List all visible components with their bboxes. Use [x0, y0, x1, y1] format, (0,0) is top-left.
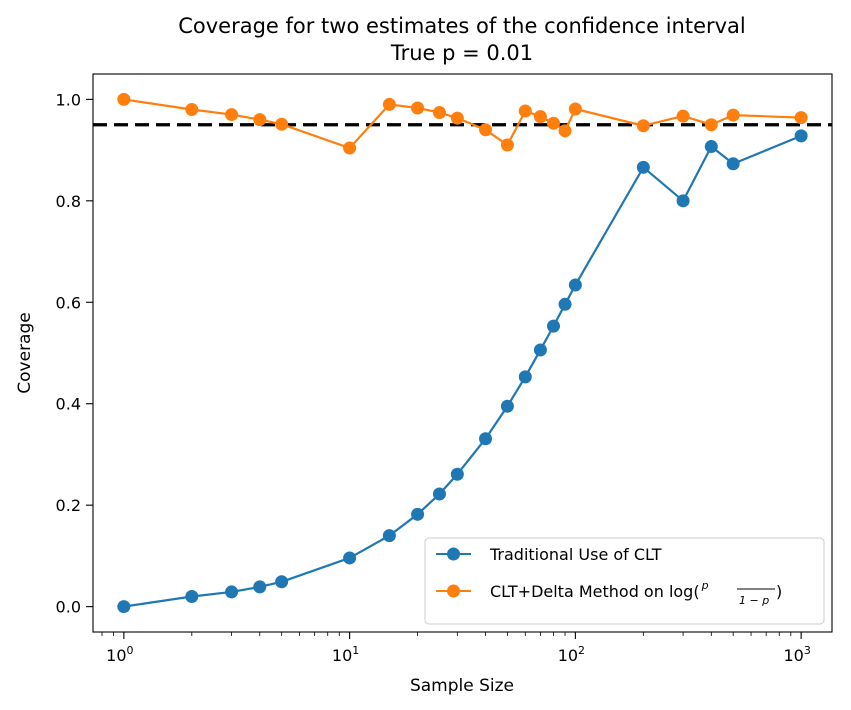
series-0-point-1 [185, 589, 199, 603]
series-0-point-12 [518, 370, 532, 384]
series-0-point-4 [275, 575, 289, 589]
series-1-point-7 [411, 101, 425, 115]
series-1-point-0 [117, 92, 131, 106]
series-0-point-7 [411, 507, 425, 521]
y-tick-label-0: 0.0 [56, 598, 81, 617]
y-tick-label-2: 0.4 [56, 395, 81, 414]
series-1-point-9 [450, 111, 464, 125]
y-tick-label-1: 0.2 [56, 496, 81, 515]
series-1-point-17 [636, 119, 650, 133]
series-0-point-14 [546, 319, 560, 333]
series-1-point-19 [704, 118, 718, 132]
y-tick-label-3: 0.6 [56, 293, 81, 312]
x-tick-label-2: 102 [558, 644, 585, 665]
x-tick-label-0: 100 [106, 644, 133, 665]
x-tick-label-exponent-0: 0 [127, 644, 134, 657]
legend-box [424, 537, 825, 625]
series-0-point-16 [568, 278, 582, 292]
x-tick-label-base-2: 10 [558, 646, 578, 665]
series-0-point-0 [117, 600, 131, 614]
series-0-line [123, 134, 802, 608]
series-0-point-11 [500, 399, 514, 413]
legend-marker-clt [447, 547, 460, 561]
x-tick-label-base-1: 10 [332, 646, 352, 665]
legend-label-delta-prefix: CLT+Delta Method on log( [490, 582, 700, 601]
series-1-point-4 [275, 117, 289, 131]
series-0-point-3 [253, 580, 267, 594]
x-axis-label: Sample Size [410, 676, 514, 696]
series-1-point-1 [185, 103, 199, 117]
series-0-point-6 [382, 529, 396, 543]
x-tick-label-base-0: 10 [106, 646, 126, 665]
x-tick-label-base-3: 10 [783, 646, 803, 665]
series-1-point-2 [225, 108, 239, 122]
series-0-point-17 [636, 160, 650, 174]
series-0-point-2 [225, 585, 239, 599]
series-0-point-13 [533, 343, 547, 357]
legend-label-delta: CLT+Delta Method on log(p 1 − p) [490, 579, 782, 607]
y-tick-label-4: 0.8 [56, 192, 81, 211]
series-1-point-18 [676, 109, 690, 123]
chart-title: Coverage for two estimates of the confid… [178, 14, 746, 38]
plot-frame [92, 73, 833, 633]
series-0-point-18 [676, 194, 690, 208]
series-1-point-8 [432, 106, 446, 120]
x-tick-label-3: 103 [783, 644, 810, 665]
series-0-point-8 [432, 487, 446, 501]
y-tick-label-5: 1.0 [56, 90, 81, 109]
legend: Traditional Use of CLT CLT+Delta Method … [424, 537, 825, 625]
series-1-point-21 [794, 111, 808, 125]
series-1-line [123, 98, 802, 150]
x-tick-label-exponent-1: 1 [352, 644, 359, 657]
series-0-point-10 [479, 432, 493, 446]
series-1-point-3 [253, 113, 267, 127]
series-1-point-10 [479, 123, 493, 137]
series-1-point-11 [500, 138, 514, 152]
series-1-point-13 [533, 110, 547, 124]
series-0-point-19 [704, 140, 718, 154]
series-1-point-15 [558, 124, 572, 138]
y-axis-label: Coverage [15, 312, 35, 393]
legend-marker-delta [447, 584, 460, 598]
series-1-point-12 [518, 104, 532, 118]
series-0-point-5 [343, 551, 357, 565]
x-tick-label-exponent-2: 2 [578, 644, 585, 657]
series-0-point-15 [558, 297, 572, 311]
series-1-point-6 [382, 97, 396, 111]
legend-fraction-numerator: p [701, 579, 709, 592]
legend-fraction-denominator: 1 − p [739, 594, 769, 607]
series-1-point-16 [568, 102, 582, 116]
series-1-point-14 [546, 116, 560, 130]
legend-fraction-suffix: ) [776, 582, 782, 601]
series-0-point-9 [450, 467, 464, 481]
x-tick-label-1: 101 [332, 644, 359, 665]
series-layer [117, 92, 808, 614]
series-1-point-5 [343, 141, 357, 155]
x-tick-label-exponent-3: 3 [804, 644, 811, 657]
series-1-point-20 [726, 108, 740, 122]
chart-subtitle: True p = 0.01 [390, 41, 533, 65]
series-0-point-21 [794, 129, 808, 143]
legend-label-clt: Traditional Use of CLT [489, 545, 662, 564]
series-0-point-20 [726, 157, 740, 171]
